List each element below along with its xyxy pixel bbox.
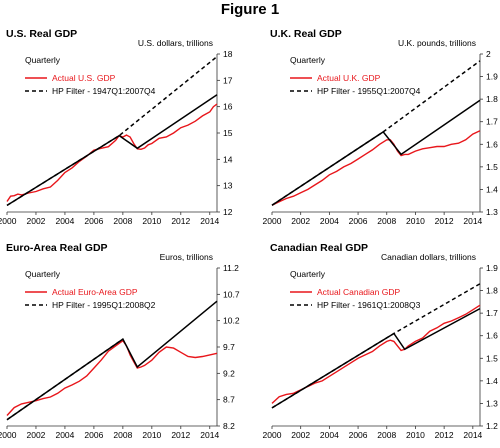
x-tick-label: 2010 [142, 216, 161, 226]
y-tick-label: 10.7 [223, 289, 240, 299]
x-tick-label: 2014 [463, 430, 482, 440]
x-tick-label: 2006 [349, 430, 368, 440]
x-tick-label: 2006 [84, 216, 103, 226]
x-tick-label: 2014 [463, 216, 482, 226]
trend-line-solid [6, 300, 218, 421]
x-tick-label: 2012 [435, 430, 454, 440]
x-tick-label: 2008 [113, 216, 132, 226]
actual-gdp-line [271, 130, 481, 206]
y-tick-label: 1.8 [486, 94, 498, 104]
frequency-note: Quarterly [290, 55, 326, 65]
y-tick-label: 18 [223, 49, 233, 59]
figure-title: Figure 1 [220, 1, 280, 18]
y-tick-label: 9.2 [223, 368, 235, 378]
legend-entry: HP Filter - 1995Q1:2008Q2 [52, 300, 156, 310]
x-tick-label: 2004 [55, 216, 74, 226]
y-tick-label: 8.2 [223, 421, 235, 431]
x-tick-label: 2004 [320, 216, 339, 226]
x-tick-label: 2014 [200, 430, 219, 440]
frequency-note: Quarterly [25, 55, 61, 65]
x-tick-label: 2000 [0, 216, 17, 226]
y-tick-label: 1.8 [486, 286, 498, 296]
trend-line-solid [271, 307, 481, 409]
legend-entry: Actual U.K. GDP [317, 73, 381, 83]
x-tick-label: 2010 [406, 430, 425, 440]
chart-title: U.K. Real GDP [270, 28, 342, 40]
x-tick-label: 2002 [291, 430, 310, 440]
legend-entry: Actual U.S. GDP [52, 73, 116, 83]
unit-label: U.S. dollars, trillions [138, 38, 213, 48]
y-tick-label: 1.6 [486, 139, 498, 149]
actual-gdp-line [6, 339, 218, 416]
y-tick-label: 9.7 [223, 342, 235, 352]
y-tick-label: 12 [223, 207, 233, 217]
x-tick-label: 2002 [27, 430, 46, 440]
x-tick-label: 2006 [84, 430, 103, 440]
y-tick-label: 1.6 [486, 331, 498, 341]
frequency-note: Quarterly [25, 269, 61, 279]
y-tick-label: 1.4 [486, 376, 498, 386]
x-tick-label: 2010 [142, 430, 161, 440]
y-tick-label: 2 [486, 49, 491, 59]
x-tick-label: 2008 [113, 430, 132, 440]
x-tick-label: 2002 [291, 216, 310, 226]
y-tick-label: 1.4 [486, 184, 498, 194]
x-tick-label: 2006 [349, 216, 368, 226]
x-tick-label: 2012 [435, 216, 454, 226]
legend-entry: HP Filter - 1947Q1:2007Q4 [52, 86, 156, 96]
y-tick-label: 1.7 [486, 308, 498, 318]
y-tick-label: 8.7 [223, 395, 235, 405]
y-tick-label: 10.2 [223, 316, 240, 326]
unit-label: Euros, trillions [160, 252, 213, 262]
y-tick-label: 1.9 [486, 263, 498, 273]
x-tick-label: 2012 [171, 430, 190, 440]
x-tick-label: 2002 [27, 216, 46, 226]
chart-title: Canadian Real GDP [270, 242, 368, 254]
unit-label: Canadian dollars, trillions [381, 252, 476, 262]
legend-entry: Actual Euro-Area GDP [52, 287, 138, 297]
y-tick-label: 1.7 [486, 117, 498, 127]
y-tick-label: 1.2 [486, 421, 498, 431]
x-tick-label: 2000 [0, 430, 17, 440]
y-tick-label: 16 [223, 102, 233, 112]
frequency-note: Quarterly [290, 269, 326, 279]
x-tick-label: 2008 [377, 430, 396, 440]
y-tick-label: 1.5 [486, 353, 498, 363]
x-tick-label: 2004 [55, 430, 74, 440]
y-tick-label: 1.9 [486, 72, 498, 82]
y-tick-label: 17 [223, 75, 233, 85]
y-tick-label: 1.5 [486, 162, 498, 172]
trend-line-solid [271, 99, 481, 206]
x-tick-label: 2004 [320, 430, 339, 440]
chart-title: Euro-Area Real GDP [6, 242, 108, 254]
actual-gdp-line [6, 103, 218, 202]
y-tick-label: 15 [223, 128, 233, 138]
y-tick-label: 1.3 [486, 207, 498, 217]
chart-title: U.S. Real GDP [6, 28, 77, 40]
y-tick-label: 11.2 [223, 263, 239, 273]
x-tick-label: 2010 [406, 216, 425, 226]
x-tick-label: 2000 [263, 216, 282, 226]
legend-entry: HP Filter - 1955Q1:2007Q4 [317, 86, 421, 96]
x-tick-label: 2008 [377, 216, 396, 226]
x-tick-label: 2014 [200, 216, 219, 226]
legend-entry: HP Filter - 1961Q1:2008Q3 [317, 300, 421, 310]
x-tick-label: 2000 [263, 430, 282, 440]
trend-line-solid [6, 94, 218, 207]
unit-label: U.K. pounds, trillions [398, 38, 476, 48]
legend-entry: Actual Canadian GDP [317, 287, 400, 297]
x-tick-label: 2012 [171, 216, 190, 226]
y-tick-label: 14 [223, 154, 233, 164]
y-tick-label: 1.3 [486, 398, 498, 408]
y-tick-label: 13 [223, 181, 233, 191]
